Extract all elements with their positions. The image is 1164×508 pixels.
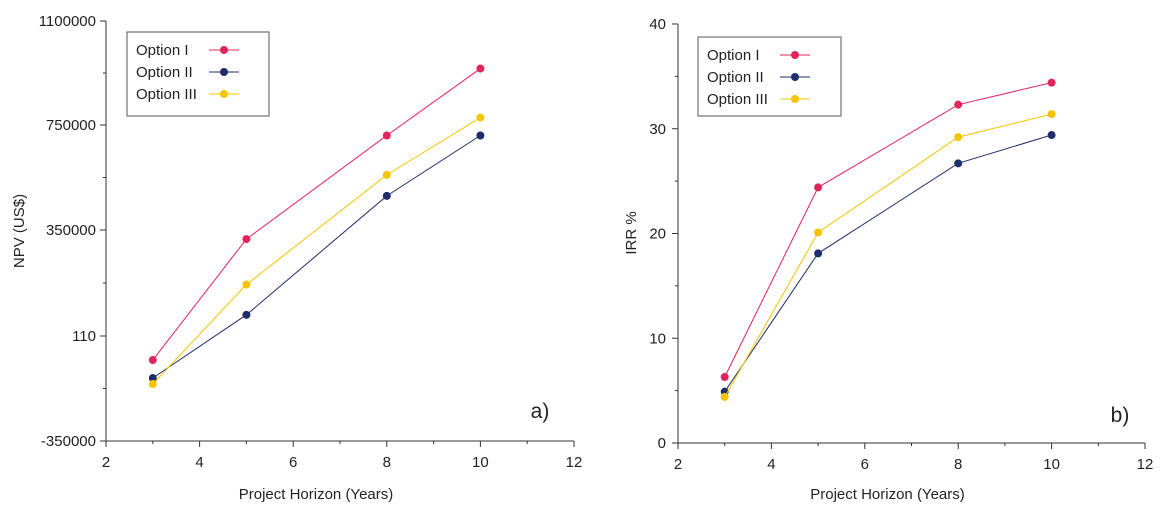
y-axis-label: NPV (US$) — [11, 194, 28, 268]
data-point — [814, 228, 823, 237]
data-point — [242, 310, 251, 319]
y-tick-label: 30 — [649, 121, 666, 138]
series-2 — [720, 131, 1056, 396]
x-tick-label: 6 — [861, 456, 869, 473]
series-2 — [148, 131, 485, 383]
panel-label: a) — [531, 400, 550, 423]
legend-swatch-marker — [220, 90, 228, 98]
data-point — [382, 131, 391, 140]
x-axis-label: Project Horizon (Years) — [810, 486, 965, 503]
x-tick-label: 12 — [566, 454, 583, 471]
x-tick-label: 8 — [954, 456, 962, 473]
data-point — [1047, 131, 1056, 140]
series-1 — [148, 64, 485, 365]
data-point — [476, 131, 485, 140]
x-tick-label: 10 — [472, 454, 489, 471]
legend-swatch-marker — [791, 95, 799, 103]
data-point — [148, 356, 157, 365]
data-point — [382, 170, 391, 179]
y-axis-label: IRR % — [623, 211, 640, 254]
series-line — [724, 113, 1052, 398]
data-point — [476, 113, 485, 122]
legend-swatch-marker — [791, 73, 799, 81]
data-point — [954, 159, 963, 168]
data-point — [954, 100, 963, 109]
y-tick-label: 0 — [658, 435, 666, 452]
x-tick-label: 2 — [674, 456, 682, 473]
data-point — [720, 392, 729, 401]
legend-label: Option III — [707, 91, 768, 108]
x-axis-label: Project Horizon (Years) — [239, 486, 394, 503]
x-tick-label: 6 — [289, 454, 297, 471]
series-3 — [720, 110, 1056, 401]
legend: Option I Option II Option III — [697, 36, 842, 117]
series-3 — [148, 113, 485, 389]
legend-label: Option II — [707, 69, 764, 86]
x-tick-label: 8 — [383, 454, 391, 471]
series-line — [152, 135, 481, 379]
data-point — [1047, 78, 1056, 87]
npv-chart: 2 4 6 8 10 12 1100000 750000 350000 110 -350000 Pro… — [11, 13, 582, 503]
data-point — [720, 373, 729, 382]
legend: Option I Option II Option III — [126, 31, 270, 117]
y-tick-label: 10 — [649, 330, 666, 347]
panel-label: b) — [1111, 404, 1130, 427]
y-tick-label: 350000 — [46, 222, 96, 239]
x-tick-label: 4 — [195, 454, 203, 471]
irr-chart: 2 4 6 8 10 12 0 10 20 30 40 Project Horizon (Years)… — [623, 16, 1153, 503]
legend-swatch-marker — [791, 51, 799, 59]
x-tick-label: 12 — [1137, 456, 1154, 473]
data-point — [814, 183, 823, 192]
legend-label: Option I — [136, 42, 189, 59]
legend-box — [126, 31, 270, 117]
series-1 — [720, 78, 1056, 382]
data-point — [148, 374, 157, 383]
x-tick-label: 4 — [767, 456, 775, 473]
y-tick-label: -350000 — [41, 433, 96, 450]
series-line — [724, 134, 1052, 392]
y-tick-label: 110 — [72, 328, 96, 345]
y-tick-label: 750000 — [46, 117, 96, 134]
data-point — [242, 280, 251, 289]
x-tick-label: 2 — [102, 454, 110, 471]
legend-swatch-marker — [220, 68, 228, 76]
data-point — [1047, 110, 1056, 119]
y-tick-label: 1100000 — [39, 13, 96, 30]
y-tick-label: 20 — [649, 226, 666, 243]
legend-label: Option I — [707, 47, 760, 64]
data-point — [242, 235, 251, 244]
series-line — [724, 82, 1052, 378]
series-line — [152, 117, 481, 385]
data-point — [382, 191, 391, 200]
y-tick-label: 40 — [649, 16, 666, 33]
legend-swatch-marker — [220, 46, 228, 54]
legend-label: Option III — [136, 86, 197, 103]
data-point — [814, 249, 823, 258]
data-point — [148, 380, 157, 389]
data-point — [954, 133, 963, 142]
data-point — [476, 64, 485, 73]
legend-label: Option II — [136, 64, 193, 81]
series-line — [152, 68, 481, 361]
legend-box — [697, 36, 842, 117]
x-tick-label: 10 — [1043, 456, 1060, 473]
